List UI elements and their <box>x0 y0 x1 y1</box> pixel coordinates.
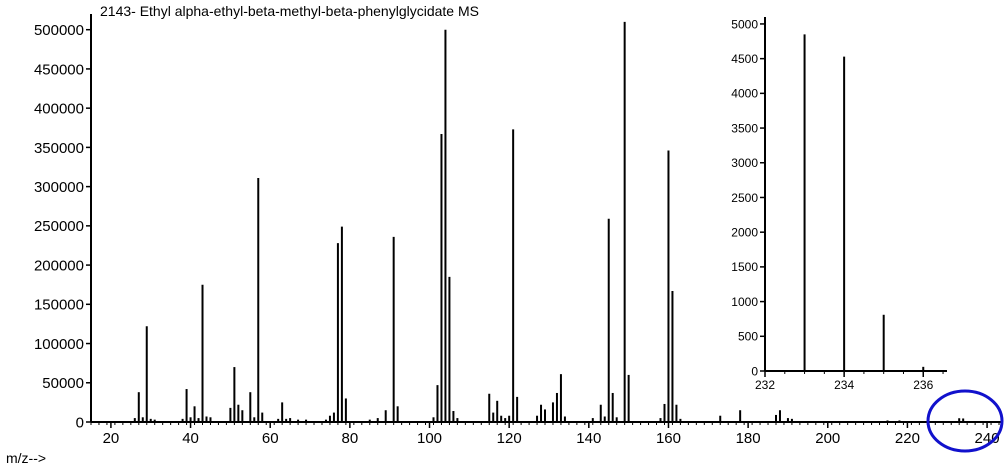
inset-y-tick-label: 2000 <box>731 225 758 239</box>
inset-y-tick-label: 4500 <box>731 52 758 66</box>
main-x-tick-label: 160 <box>656 430 681 447</box>
main-y-tick-label: 100000 <box>34 336 84 353</box>
inset-y-tick-label: 2500 <box>731 191 758 205</box>
inset-y-tick-label: 1000 <box>731 295 758 309</box>
inset-y-tick-label: 5000 <box>731 17 758 31</box>
main-x-tick-label: 180 <box>736 430 761 447</box>
main-x-tick-label: 40 <box>182 430 199 447</box>
main-x-tick-label: 60 <box>262 430 279 447</box>
main-x-tick-label: 120 <box>497 430 522 447</box>
main-y-tick-label: 250000 <box>34 218 84 235</box>
main-x-tick-label: 100 <box>417 430 442 447</box>
inset-x-tick-label: 232 <box>755 378 775 392</box>
inset-plot: 0 500 1000 1500 2000 2500 3000 3500 4000 4500 5000… <box>704 10 954 392</box>
main-y-tick-label: 200000 <box>34 257 84 274</box>
x-axis-label: m/z--> <box>6 450 46 464</box>
main-y-tick-label: 400000 <box>34 101 84 118</box>
inset-y-tick-label: 3500 <box>731 121 758 135</box>
inset-x-tick-label: 234 <box>834 378 854 392</box>
inset-y-tick-label: 0 <box>751 364 758 378</box>
main-x-tick-label: 220 <box>895 430 920 447</box>
main-y-tick-label: 50000 <box>42 375 84 392</box>
main-y-tick-label: 300000 <box>34 179 84 196</box>
inset-y-tick-label: 1500 <box>731 260 758 274</box>
main-plot: 0500001000001500002000002500003000003500… <box>34 14 1003 447</box>
main-x-tick-label: 20 <box>103 430 120 447</box>
chart-title: 2143- Ethyl alpha-ethyl-beta-methyl-beta… <box>100 3 479 19</box>
main-y-tick-label: 500000 <box>34 22 84 39</box>
highlight-circle <box>926 389 1004 453</box>
inset-y-tick-label: 3000 <box>731 156 758 170</box>
main-x-tick-label: 140 <box>576 430 601 447</box>
main-y-tick-label: 0 <box>76 414 84 431</box>
inset-y-tick-label: 500 <box>738 330 758 344</box>
main-x-tick-label: 200 <box>815 430 840 447</box>
inset-y-tick-label: 4000 <box>731 87 758 101</box>
inset-background <box>704 10 954 384</box>
main-x-tick-label: 240 <box>975 430 1000 447</box>
main-y-tick-label: 150000 <box>34 297 84 314</box>
main-y-tick-label: 350000 <box>34 140 84 157</box>
main-y-tick-label: 450000 <box>34 61 84 78</box>
main-x-tick-label: 80 <box>342 430 359 447</box>
inset-x-tick-label: 236 <box>913 378 933 392</box>
